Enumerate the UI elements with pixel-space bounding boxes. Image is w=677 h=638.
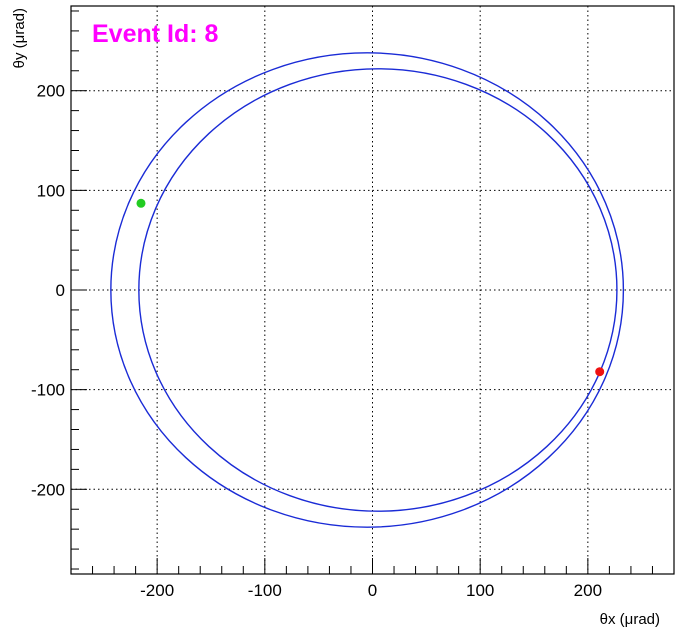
x-tick-label: 100	[466, 581, 494, 600]
y-axis-title: θy (μrad)	[11, 8, 28, 68]
x-tick-label: -200	[140, 581, 174, 600]
x-tick-label: 0	[368, 581, 377, 600]
outer-ring	[110, 52, 625, 528]
x-tick-label: 200	[574, 581, 602, 600]
tick-labels: -200 -100 0 100 200 -200 -100 0 100 200	[31, 82, 602, 600]
grid	[71, 6, 674, 574]
x-tick-label: -100	[248, 581, 282, 600]
axis-ticks	[70, 10, 675, 574]
y-tick-label: -200	[31, 480, 65, 499]
inner-ring	[138, 68, 618, 512]
chart-title: Event Id: 8	[92, 20, 219, 48]
data-points	[136, 198, 605, 377]
x-axis-title: θx (μrad)	[600, 611, 660, 628]
data-point	[136, 198, 146, 208]
y-tick-label: -100	[31, 381, 65, 400]
y-tick-label: 200	[37, 82, 65, 101]
y-tick-label: 100	[37, 181, 65, 200]
data-point	[595, 367, 605, 377]
rings	[110, 52, 625, 528]
y-tick-label: 0	[56, 281, 65, 300]
